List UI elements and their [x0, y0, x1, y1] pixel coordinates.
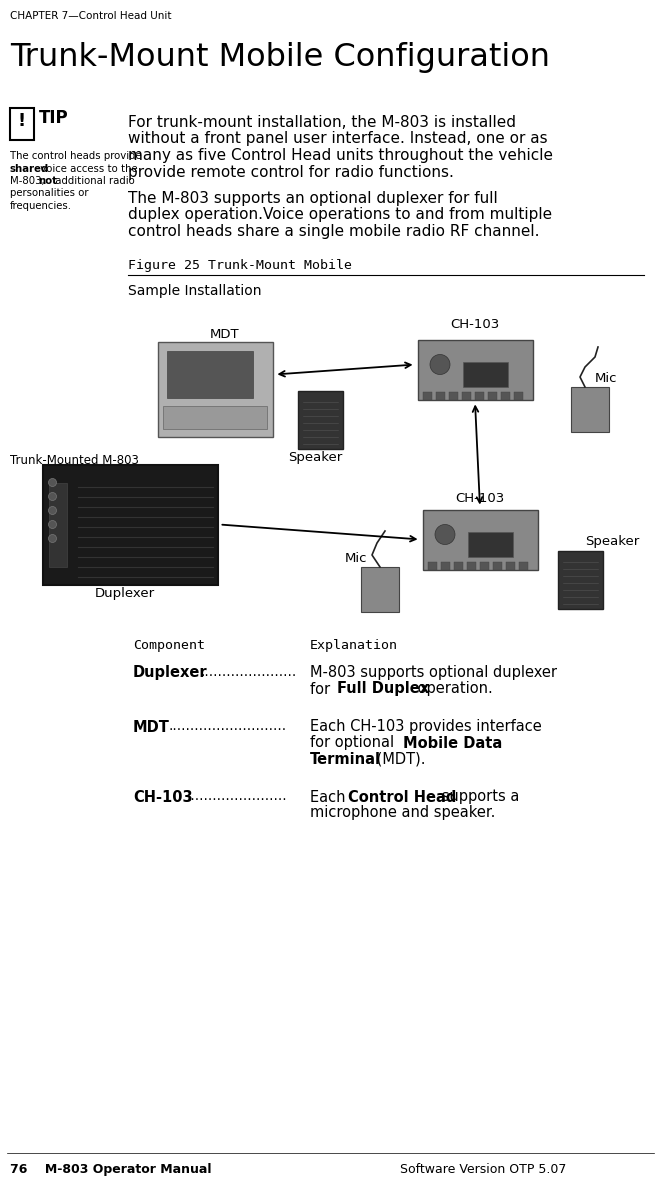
Text: ...........................: ...........................: [169, 720, 287, 733]
Text: Each CH-103 provides interface: Each CH-103 provides interface: [310, 720, 542, 734]
Bar: [361, 567, 399, 612]
Text: Software Version OTP 5.07: Software Version OTP 5.07: [400, 1163, 566, 1176]
Text: without a front panel user interface. Instead, one or as: without a front panel user interface. In…: [128, 132, 547, 146]
Bar: [436, 391, 444, 399]
Bar: [475, 391, 483, 399]
Text: personalities or: personalities or: [10, 189, 89, 199]
Text: CH-103: CH-103: [133, 789, 192, 805]
Text: microphone and speaker.: microphone and speaker.: [310, 805, 495, 820]
Circle shape: [48, 493, 56, 500]
Text: The M-803 supports an optional duplexer for full: The M-803 supports an optional duplexer …: [128, 191, 498, 206]
Bar: [428, 561, 436, 569]
Bar: [518, 561, 527, 569]
Text: additional radio: additional radio: [52, 176, 134, 187]
Bar: [514, 391, 522, 399]
Bar: [422, 509, 537, 569]
Text: operation.: operation.: [413, 682, 492, 696]
Text: Control Head: Control Head: [348, 789, 456, 805]
Text: M-803 supports optional duplexer: M-803 supports optional duplexer: [310, 665, 557, 681]
Bar: [467, 561, 475, 569]
Bar: [418, 340, 533, 399]
Text: CH-103: CH-103: [455, 492, 504, 505]
Bar: [167, 350, 253, 398]
Bar: [163, 405, 267, 429]
Text: supports a: supports a: [437, 789, 520, 805]
Text: Each: Each: [310, 789, 350, 805]
Text: Speaker: Speaker: [585, 536, 639, 549]
Text: 76    M-803 Operator Manual: 76 M-803 Operator Manual: [10, 1163, 212, 1176]
Text: not: not: [38, 176, 57, 187]
Text: Trunk-Mount Mobile Configuration: Trunk-Mount Mobile Configuration: [10, 42, 550, 73]
Bar: [506, 561, 514, 569]
Text: Terminal: Terminal: [310, 751, 381, 767]
Text: !: !: [18, 112, 26, 130]
Circle shape: [48, 520, 56, 529]
Bar: [48, 482, 67, 567]
Text: Speaker: Speaker: [288, 452, 342, 464]
Bar: [453, 561, 463, 569]
Text: M-803,: M-803,: [10, 176, 48, 187]
Bar: [467, 532, 512, 557]
Text: for: for: [310, 682, 334, 696]
Bar: [42, 464, 217, 585]
Text: frequencies.: frequencies.: [10, 201, 72, 210]
Text: for optional: for optional: [310, 736, 399, 751]
Circle shape: [430, 354, 450, 374]
Text: provide remote control for radio functions.: provide remote control for radio functio…: [128, 165, 454, 179]
Text: control heads share a single mobile radio RF channel.: control heads share a single mobile radi…: [128, 224, 539, 239]
Text: Mic: Mic: [345, 553, 368, 565]
Text: CH-103: CH-103: [450, 317, 500, 330]
Text: duplex operation.Voice operations to and from multiple: duplex operation.Voice operations to and…: [128, 207, 552, 222]
Text: many as five Control Head units throughout the vehicle: many as five Control Head units througho…: [128, 148, 553, 163]
Text: Mic: Mic: [595, 372, 617, 385]
Bar: [157, 342, 272, 437]
Circle shape: [48, 506, 56, 514]
Text: Duplexer: Duplexer: [133, 665, 208, 681]
Bar: [422, 391, 432, 399]
Text: Sample Installation: Sample Installation: [128, 285, 262, 299]
Bar: [500, 391, 510, 399]
Bar: [479, 561, 488, 569]
Circle shape: [48, 478, 56, 487]
Text: .......................: .......................: [186, 789, 287, 804]
Text: ......................: ......................: [201, 665, 297, 679]
Bar: [440, 561, 449, 569]
Circle shape: [48, 535, 56, 543]
Text: Component: Component: [133, 640, 205, 653]
Bar: [297, 391, 342, 448]
Text: The control heads provide: The control heads provide: [10, 151, 141, 161]
Text: Figure 25 Trunk-Mount Mobile: Figure 25 Trunk-Mount Mobile: [128, 258, 352, 271]
Bar: [449, 391, 457, 399]
Bar: [10, 108, 34, 140]
Text: MDT: MDT: [210, 328, 240, 341]
Text: For trunk-mount installation, the M-803 is installed: For trunk-mount installation, the M-803 …: [128, 115, 516, 130]
Circle shape: [435, 525, 455, 544]
Text: CHAPTER 7—Control Head Unit: CHAPTER 7—Control Head Unit: [10, 11, 171, 22]
Text: (MDT).: (MDT).: [372, 751, 426, 767]
Text: Trunk-Mounted M-803: Trunk-Mounted M-803: [10, 454, 139, 468]
Text: Explanation: Explanation: [310, 640, 398, 653]
Text: shared: shared: [10, 164, 50, 173]
Bar: [463, 362, 508, 388]
Text: MDT: MDT: [133, 720, 170, 734]
Text: TIP: TIP: [39, 109, 69, 127]
Bar: [461, 391, 471, 399]
Bar: [557, 550, 602, 609]
Bar: [488, 391, 496, 399]
Text: voice access to the: voice access to the: [37, 164, 137, 173]
Text: Duplexer: Duplexer: [95, 587, 155, 600]
Text: Full Duplex: Full Duplex: [337, 682, 429, 696]
Bar: [492, 561, 502, 569]
Bar: [571, 388, 609, 432]
Text: Mobile Data: Mobile Data: [403, 736, 502, 751]
